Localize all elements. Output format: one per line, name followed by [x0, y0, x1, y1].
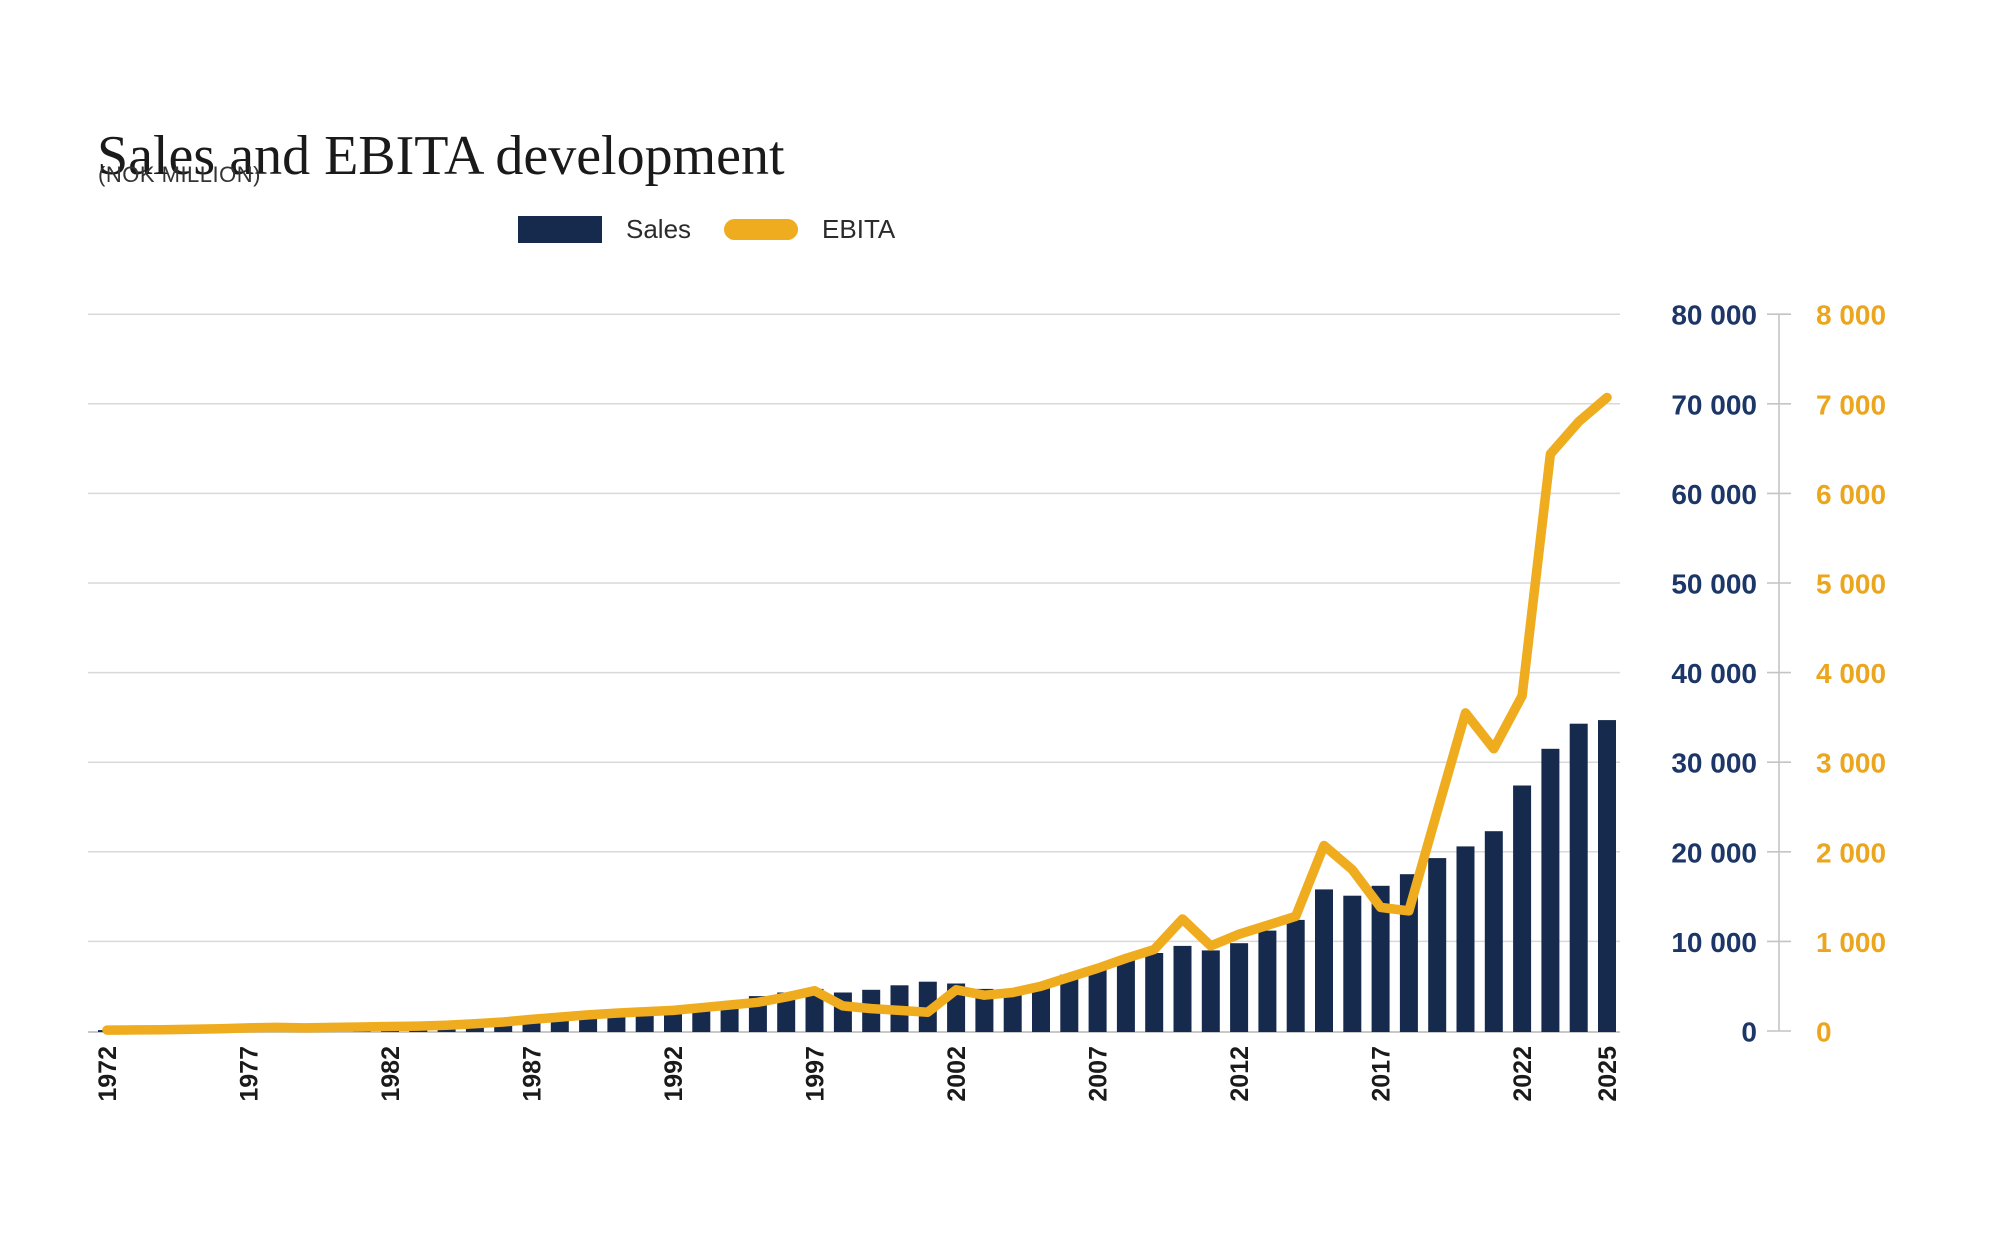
year-label-1977: 1977	[236, 1046, 264, 1102]
legend-sales-swatch	[518, 216, 602, 243]
sales-bar-2006	[1060, 974, 1079, 1032]
sales-bar-2012	[1230, 943, 1249, 1032]
sales-bar-1990	[607, 1014, 626, 1032]
chart-title: Sales and EBITA development	[97, 124, 785, 187]
sales-bar-2015	[1315, 889, 1333, 1032]
left-axis-label: 50 000	[1671, 569, 1757, 600]
sales-bar-2004	[1003, 988, 1022, 1032]
right-axis-label: 4 000	[1816, 658, 1886, 689]
left-axis-label: 30 000	[1671, 748, 1757, 779]
sales-bar-1991	[635, 1012, 654, 1032]
year-label-2007: 2007	[1085, 1046, 1113, 1102]
year-label-2002: 2002	[943, 1046, 971, 1102]
sales-bar-2021	[1484, 831, 1503, 1032]
year-label-2022: 2022	[1509, 1046, 1537, 1102]
legend-ebita-label: EBITA	[822, 214, 896, 244]
year-label-1992: 1992	[660, 1046, 688, 1102]
ebita-line	[102, 392, 1612, 1035]
year-label-2012: 2012	[1226, 1046, 1254, 1102]
sales-bar-2011	[1201, 950, 1220, 1032]
year-label-1982: 1982	[377, 1046, 405, 1102]
left-axis-label: 60 000	[1671, 479, 1757, 510]
left-axis-label: 10 000	[1671, 927, 1757, 958]
legend-sales-label: Sales	[626, 214, 692, 244]
right-axis-label: 7 000	[1816, 389, 1886, 420]
year-label-1997: 1997	[802, 1046, 830, 1102]
left-axis-label: 40 000	[1671, 658, 1757, 689]
right-axis-label: 3 000	[1816, 748, 1886, 779]
sales-bar-2013	[1258, 930, 1277, 1032]
right-axis-label: 8 000	[1816, 300, 1886, 331]
sales-bar-2007	[1088, 966, 1107, 1032]
sales-bar-1987	[522, 1020, 541, 1032]
right-axis-label: 5 000	[1816, 569, 1886, 600]
year-label-1987: 1987	[519, 1046, 547, 1102]
sales-bar-1986	[494, 1022, 513, 1032]
right-axis-label: 6 000	[1816, 479, 1886, 510]
sales-bar-2016	[1343, 895, 1362, 1032]
sales-bar-2010	[1173, 945, 1192, 1032]
sales-bar-2020	[1456, 846, 1475, 1032]
year-label-2017: 2017	[1368, 1046, 1396, 1102]
sales-bar-1997	[805, 988, 824, 1032]
sales-bar-2019	[1428, 858, 1447, 1032]
left-axis-label: 20 000	[1671, 837, 1757, 868]
chart-subtitle: (NOK MILLION)	[98, 162, 261, 187]
year-label-1972: 1972	[94, 1046, 122, 1102]
sales-bar-2022	[1513, 785, 1532, 1032]
left-axis-label: 80 000	[1671, 300, 1757, 331]
legend-ebita-swatch	[724, 219, 799, 240]
sales-bar-2014	[1286, 919, 1305, 1032]
sales-bar-2024	[1569, 723, 1588, 1032]
right-axis-label: 0	[1816, 1017, 1832, 1048]
sales-bar-2008	[1116, 959, 1135, 1032]
sales-bar-2025	[1598, 720, 1616, 1032]
sales-bar-2003	[975, 988, 994, 1032]
year-label-2025: 2025	[1594, 1046, 1622, 1102]
sales-bar-2005	[1032, 983, 1050, 1032]
right-axis-label: 1 000	[1816, 927, 1886, 958]
sales-bar-2023	[1541, 748, 1560, 1032]
sales-bar-2017	[1371, 885, 1390, 1032]
legend: Sales EBITA	[518, 214, 895, 245]
left-axis-label: 0	[1741, 1017, 1757, 1048]
sales-bar-2009	[1145, 953, 1164, 1032]
right-axis-label: 2 000	[1816, 837, 1886, 868]
left-axis-label: 70 000	[1671, 389, 1757, 420]
